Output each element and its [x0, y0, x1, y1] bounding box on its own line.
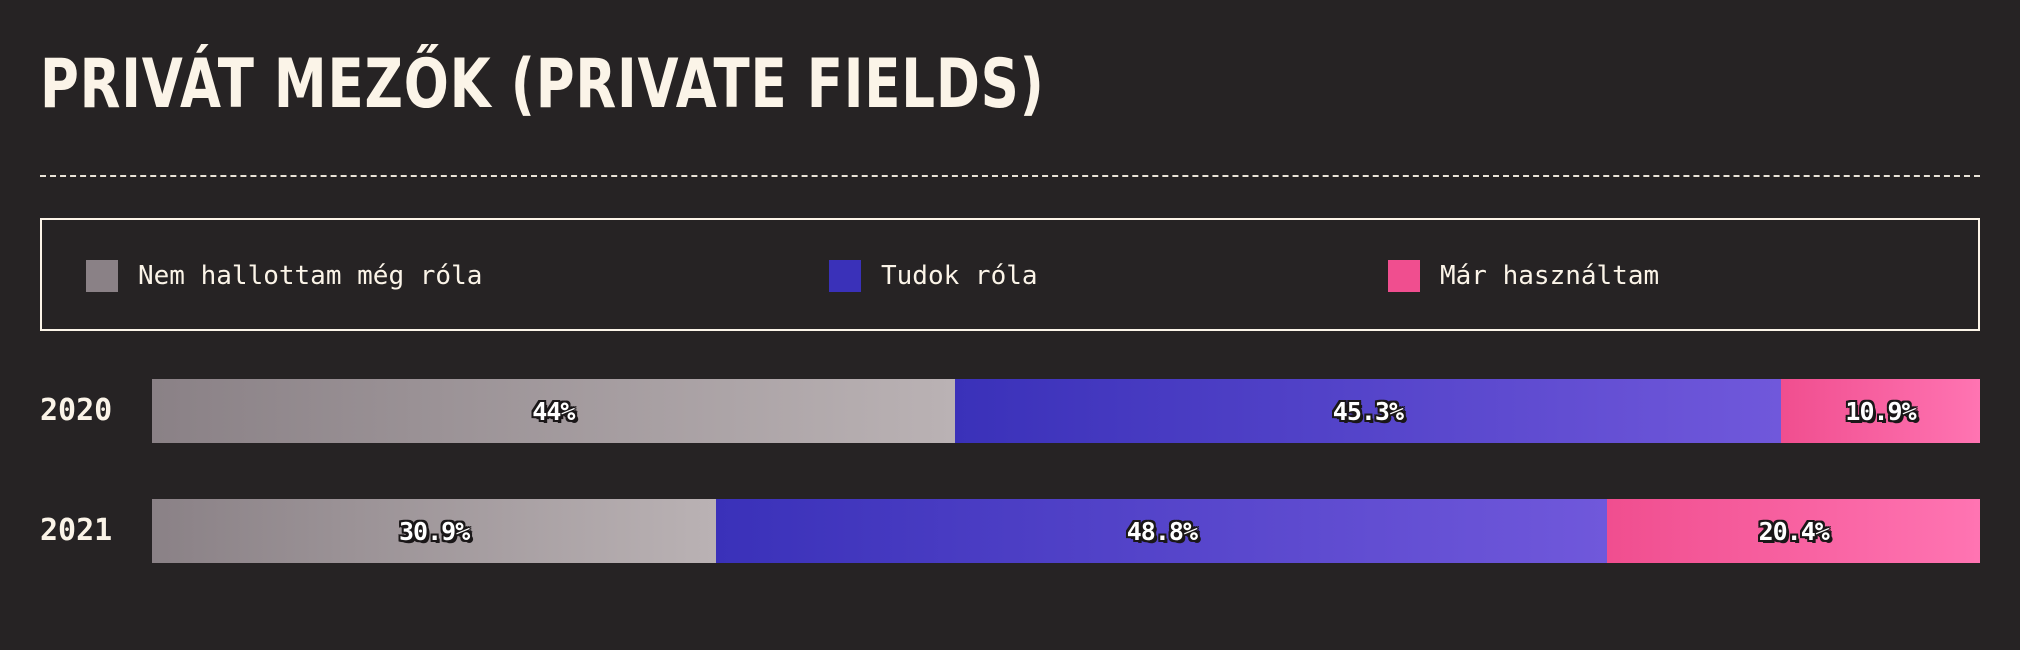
legend-swatch-used — [1388, 260, 1420, 292]
legend: Nem hallottam még róla Tudok róla Már ha… — [40, 218, 1980, 331]
data-label-2020-used: 10.9% — [1845, 396, 1916, 426]
legend-swatch-aware — [829, 260, 861, 292]
category-label-2020: 2020 — [40, 393, 113, 428]
legend-item-used: Már használtam — [1388, 260, 1659, 292]
bar-segment-2020-used: 10.9% — [1781, 379, 1980, 443]
legend-item-not-heard: Nem hallottam még róla — [86, 260, 482, 292]
legend-label-aware: Tudok róla — [881, 261, 1038, 291]
data-label-2021-aware: 48.8% — [1126, 516, 1198, 546]
bar-row-2021: 30.9% 48.8% 20.4% — [152, 499, 1980, 563]
bar-segment-2021-used: 20.4% — [1607, 499, 1980, 563]
category-label-2021: 2021 — [40, 513, 113, 548]
legend-swatch-not-heard — [86, 260, 118, 292]
data-label-2021-used: 20.4% — [1758, 516, 1830, 546]
legend-label-used: Már használtam — [1440, 261, 1660, 291]
legend-item-aware: Tudok róla — [829, 260, 1038, 292]
legend-label-not-heard: Nem hallottam még róla — [138, 261, 483, 291]
bar-segment-2021-aware: 48.8% — [716, 499, 1608, 563]
bar-row-2020: 44% 45.3% 10.9% — [152, 379, 1980, 443]
bar-segment-2020-aware: 45.3% — [954, 379, 1782, 443]
data-label-2020-not-heard: 44% — [532, 396, 575, 426]
bar-segment-2020-not-heard: 44% — [152, 379, 955, 443]
data-label-2021-not-heard: 30.9% — [399, 516, 470, 546]
bar-segment-2021-not-heard: 30.9% — [152, 499, 717, 563]
dashed-divider — [40, 175, 1980, 177]
chart-title: PRIVÁT MEZŐK (PRIVATE FIELDS) — [40, 45, 1045, 124]
data-label-2020-aware: 45.3% — [1332, 396, 1404, 426]
